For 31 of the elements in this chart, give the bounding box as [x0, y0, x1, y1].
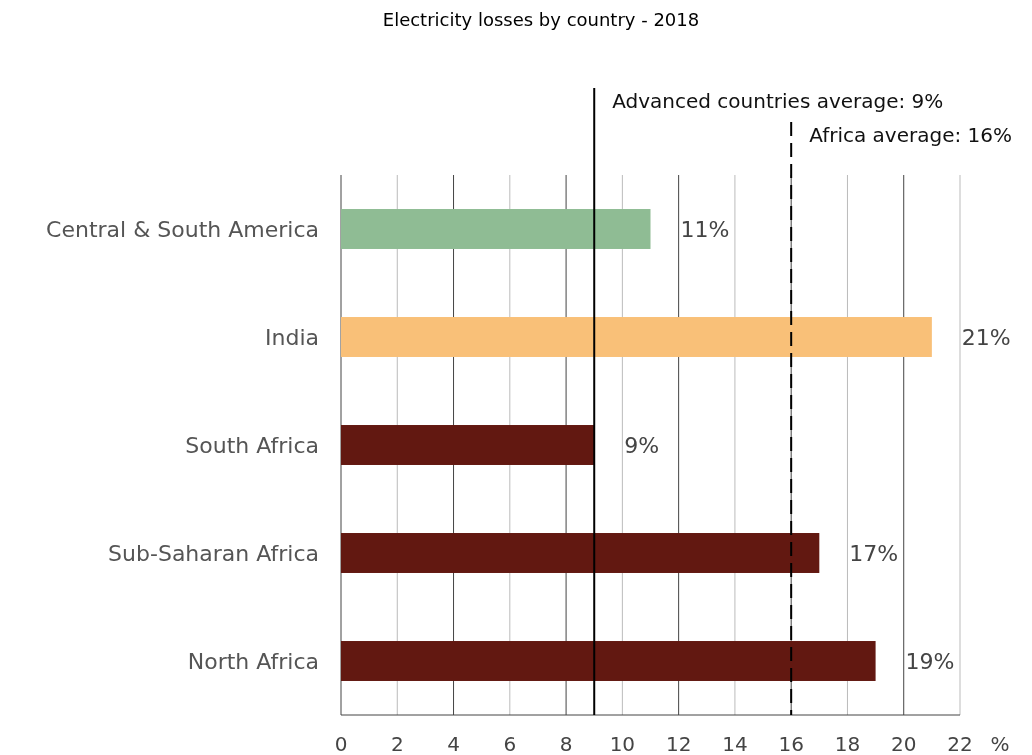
x-tick-label: 12 [665, 732, 692, 755]
y-tick-label: Sub-Saharan Africa [108, 541, 319, 566]
x-tick-label: 0 [334, 732, 348, 755]
x-tick-label: 8 [559, 732, 573, 755]
data-label: 11% [680, 217, 730, 242]
bar [341, 641, 876, 681]
bar [341, 425, 595, 465]
y-tick-label: South Africa [185, 433, 319, 458]
data-label: 19% [905, 649, 955, 674]
data-label: 21% [961, 325, 1011, 350]
y-tick-label: Central & South America [46, 217, 319, 242]
ref-line-label: Advanced countries average: 9% [612, 89, 944, 113]
x-tick-label: 2 [390, 732, 404, 755]
bar [341, 209, 651, 249]
x-tick-label: 10 [609, 732, 636, 755]
chart-title: Electricity losses by country - 2018 [382, 9, 700, 30]
x-tick-label: 6 [503, 732, 517, 755]
ref-line-label: Africa average: 16% [809, 123, 1013, 147]
bar [341, 533, 820, 573]
bar [341, 317, 932, 357]
data-label: 9% [624, 433, 660, 458]
x-tick-label: 20 [891, 732, 917, 755]
y-tick-label: North Africa [187, 649, 319, 674]
x-tick-label: 14 [722, 732, 748, 755]
x-tick-label: 18 [834, 732, 861, 755]
x-tick-label: 16 [778, 732, 804, 755]
x-tick-label: 4 [447, 732, 460, 755]
x-tick-label: 22 [947, 732, 973, 755]
y-tick-label: India [265, 325, 319, 350]
data-label: 17% [849, 541, 899, 566]
x-axis-title: % [990, 732, 1010, 755]
